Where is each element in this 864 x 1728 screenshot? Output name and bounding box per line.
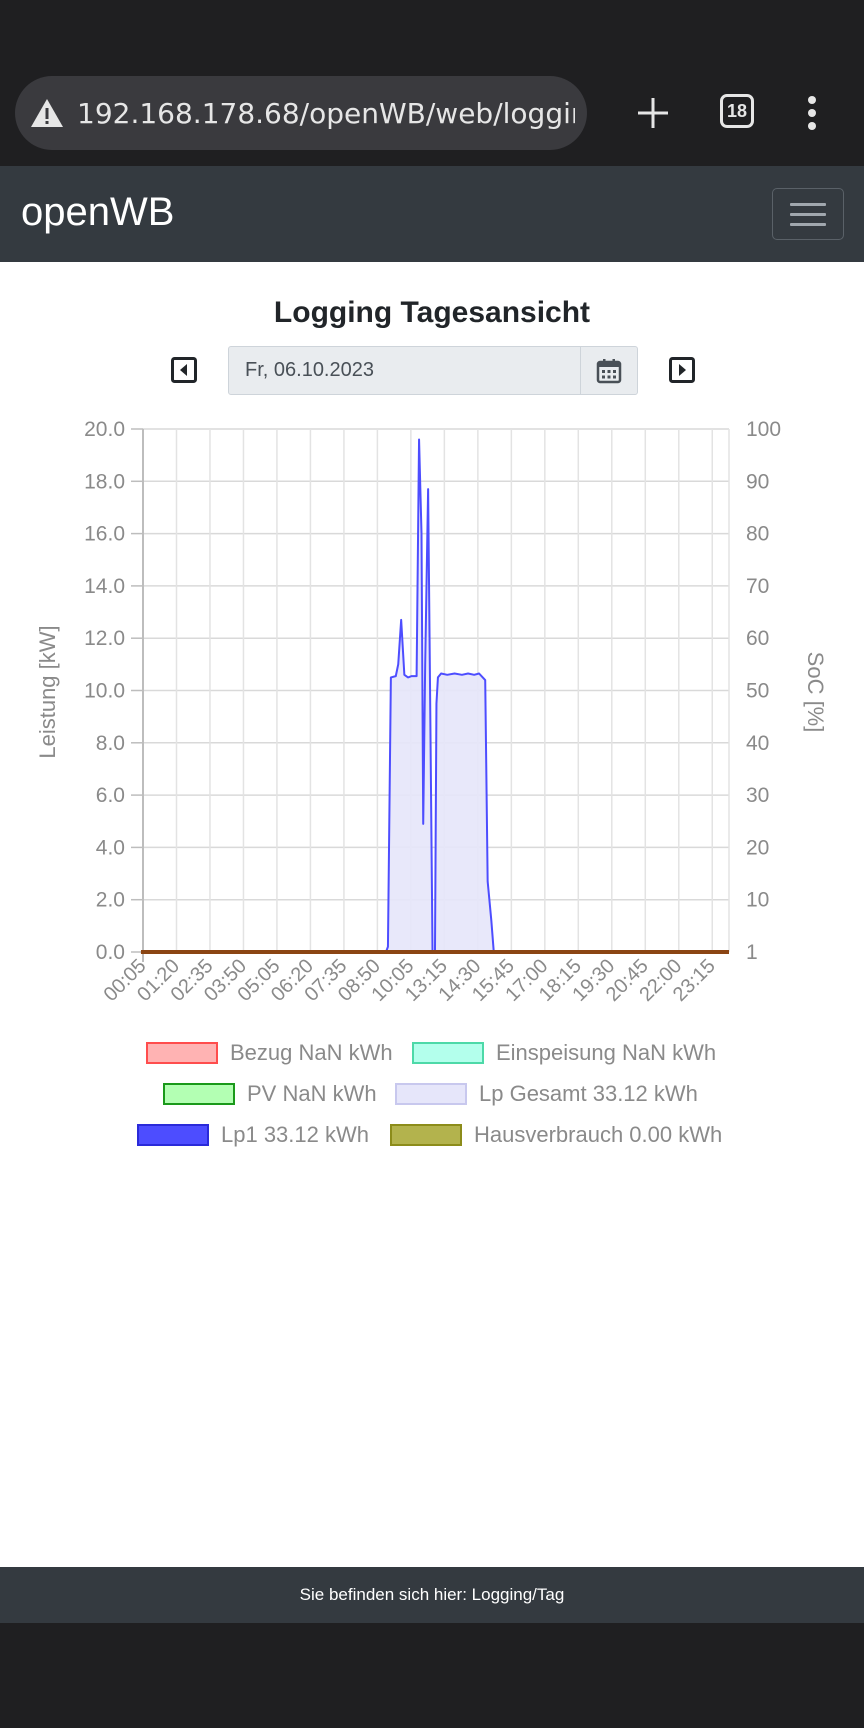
legend-swatch (163, 1083, 235, 1105)
y-tick-label: 8.0 (96, 732, 125, 755)
y2-axis-label: SoC [%] (803, 652, 828, 733)
calendar-icon (596, 359, 622, 384)
y2-tick-label: 50 (746, 680, 769, 703)
y-tick-label: 10.0 (84, 680, 125, 703)
legend-swatch (395, 1083, 467, 1105)
legend-label: Einspeisung NaN kWh (496, 1040, 717, 1065)
footer-breadcrumb: Sie befinden sich hier: Logging/Tag (0, 1567, 864, 1623)
y-tick-label: 12.0 (84, 627, 125, 650)
address-bar[interactable]: 192.168.178.68/openWB/web/logging (15, 76, 587, 150)
status-bar (0, 0, 864, 76)
y-tick-label: 4.0 (96, 836, 125, 859)
chart-lines (140, 438, 729, 954)
y-axis-label: Leistung [kW] (35, 625, 60, 758)
legend-item[interactable]: Hausverbrauch 0.00 kWh (390, 1122, 722, 1148)
y-tick-label: 14.0 (84, 575, 125, 598)
app-navbar: openWB (0, 166, 864, 262)
hamburger-icon (790, 223, 826, 226)
date-input[interactable]: Fr, 06.10.2023 (228, 346, 581, 395)
y2-tick-label: 70 (746, 575, 769, 598)
y2-tick-label: 30 (746, 784, 769, 807)
url-text[interactable]: 192.168.178.68/openWB/web/logging (77, 96, 575, 130)
brand-logo[interactable]: openWB (21, 190, 175, 234)
more-options-icon[interactable] (800, 88, 824, 138)
legend-label: Bezug NaN kWh (230, 1040, 393, 1065)
chart-fill (385, 439, 494, 953)
calendar-button[interactable] (580, 346, 638, 395)
browser-toolbar: 192.168.178.68/openWB/web/logging 18 (0, 76, 864, 166)
tab-switcher-button[interactable]: 18 (720, 94, 754, 128)
y-tick-label: 2.0 (96, 889, 125, 912)
page-title: Logging Tagesansicht (273, 296, 591, 329)
legend-item[interactable]: Bezug NaN kWh (146, 1040, 393, 1066)
y2-tick-label: 100 (746, 418, 781, 441)
tab-count: 18 (726, 100, 748, 121)
next-day-icon[interactable] (669, 357, 695, 383)
y-tick-label: 16.0 (84, 523, 125, 546)
legend-swatch (390, 1124, 462, 1146)
legend-label: Lp1 33.12 kWh (221, 1122, 369, 1147)
y2-tick-label: 20 (746, 836, 769, 859)
hamburger-icon (790, 203, 826, 206)
series-line-lp1 (385, 438, 495, 953)
y2-tick-label: 1 (746, 941, 758, 964)
legend-swatch (146, 1042, 218, 1064)
y2-tick-label: 80 (746, 523, 769, 546)
date-value: Fr, 06.10.2023 (245, 359, 374, 381)
system-nav-bar (0, 1623, 864, 1728)
legend-label: Lp Gesamt 33.12 kWh (479, 1081, 698, 1106)
legend-label: PV NaN kWh (247, 1081, 377, 1106)
y2-tick-label: 40 (746, 732, 769, 755)
legend-label: Hausverbrauch 0.00 kWh (474, 1122, 723, 1147)
y-tick-label: 20.0 (84, 418, 125, 441)
y2-tick-label: 60 (746, 627, 769, 650)
y2-tick-label: 10 (746, 889, 769, 912)
y-tick-label: 18.0 (84, 470, 125, 493)
legend-swatch (137, 1124, 209, 1146)
new-tab-icon[interactable] (628, 88, 678, 138)
prev-day-icon[interactable] (171, 357, 197, 383)
hamburger-icon (790, 213, 826, 216)
legend-item[interactable]: Einspeisung NaN kWh (412, 1040, 716, 1066)
y-tick-label: 6.0 (96, 784, 125, 807)
series-area-lp (385, 439, 494, 953)
y-tick-label: 0.0 (96, 941, 125, 964)
y2-tick-label: 90 (746, 470, 769, 493)
legend-item[interactable]: Lp Gesamt 33.12 kWh (395, 1081, 698, 1107)
legend-item[interactable]: PV NaN kWh (163, 1081, 377, 1107)
warning-icon (31, 99, 63, 127)
legend-swatch (412, 1042, 484, 1064)
nav-menu-button[interactable] (772, 188, 844, 240)
legend-item[interactable]: Lp1 33.12 kWh (137, 1122, 369, 1148)
